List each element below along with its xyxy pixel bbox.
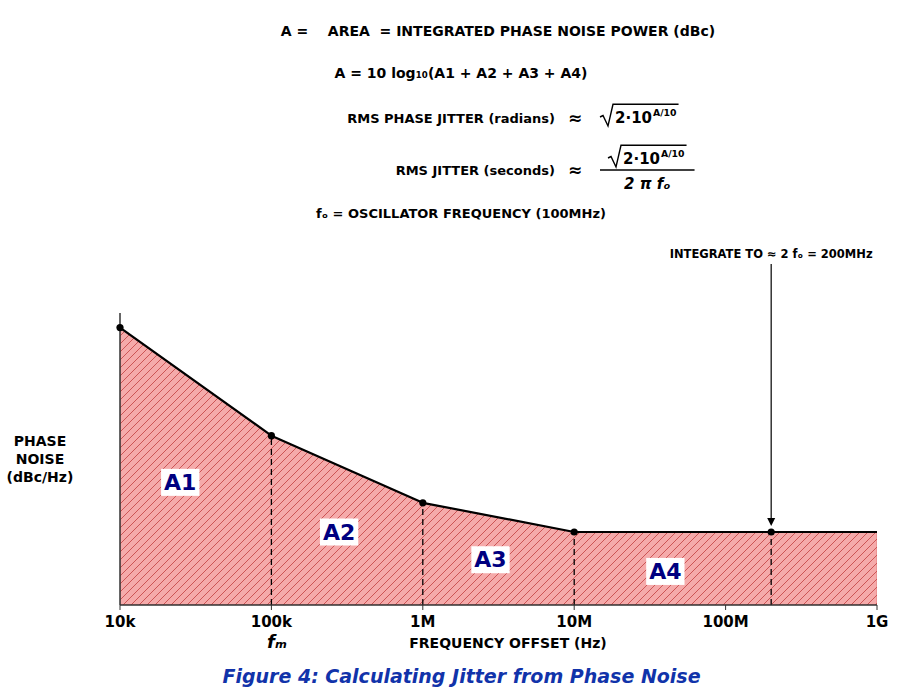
x-tick — [574, 605, 575, 610]
area-label-group: A4 — [646, 558, 684, 585]
area-label-box — [471, 546, 509, 573]
callout: INTEGRATE TO ≈ 2 fₒ = 200MHz — [670, 247, 873, 261]
x-tick-label: 100M — [702, 613, 748, 631]
x-label: FREQUENCY OFFSET (Hz) — [409, 635, 607, 651]
floor-line — [771, 531, 877, 533]
y-label-line: NOISE — [16, 451, 64, 467]
y-label-line: (dBc/Hz) — [7, 469, 74, 485]
area-label: A4 — [649, 559, 681, 584]
dashed-line — [422, 503, 423, 605]
annotation: fₒ = OSCILLATOR FREQUENCY (100MHz) — [316, 206, 606, 221]
x-tick — [725, 605, 726, 610]
area-fill — [120, 328, 877, 605]
plot-area — [120, 328, 877, 605]
annotation: A = 10 log₁₀(A1 + A2 + A3 + A4) — [335, 65, 588, 81]
callout-arrow — [771, 264, 772, 520]
x-tick-label: 10M — [556, 613, 592, 631]
area-label-box — [320, 519, 358, 546]
chart: 10k 100k 1M 10M 100M 1G A1 A2 A3 A4 PHASE NOISE (dBc… — [0, 0, 923, 695]
radical-sign — [600, 104, 679, 126]
callout-arrowhead — [767, 518, 775, 526]
formula-relation: ≈ — [568, 108, 582, 128]
radicand: 2·10 — [623, 150, 660, 168]
area-label-box — [161, 469, 199, 496]
area-label: A2 — [323, 520, 355, 545]
area-label-group: A2 — [320, 519, 358, 546]
x-axis — [120, 604, 877, 606]
point — [571, 528, 578, 535]
exponent: A/10 — [661, 148, 685, 159]
formula-label: RMS PHASE JITTER (radians) — [347, 111, 555, 126]
x-tick — [877, 605, 878, 610]
x-tick-label: 1G — [866, 613, 889, 631]
point — [419, 499, 426, 506]
point — [268, 432, 275, 439]
fraction-line — [600, 169, 695, 171]
dashed-line — [271, 436, 272, 605]
x-symbol: fₘ — [267, 631, 287, 652]
x-tick — [271, 605, 272, 610]
radical-sign — [608, 145, 687, 167]
denominator: 2 π fₒ — [624, 175, 671, 193]
x-tick — [120, 605, 121, 610]
x-tick-label: 10k — [105, 613, 137, 631]
dashed-line — [771, 532, 772, 605]
y-axis — [119, 313, 121, 605]
area-label: A3 — [474, 547, 506, 572]
curve — [120, 328, 771, 532]
area-label-group: A3 — [471, 546, 509, 573]
point — [768, 528, 775, 535]
title: Figure 4: Calculating Jitter from Phase … — [222, 665, 700, 687]
point — [116, 324, 123, 331]
exponent: A/10 — [653, 107, 677, 118]
y-label: PHASE NOISE (dBc/Hz) — [7, 433, 74, 485]
formula: RMS JITTER (seconds) ≈2·10A/10 2 π fₒ — [396, 145, 695, 193]
y-label-line: PHASE — [14, 433, 66, 449]
area-label-box — [646, 558, 684, 585]
formula-relation: ≈ — [568, 160, 582, 180]
x-tick — [422, 605, 423, 610]
area-label-group: A1 — [161, 469, 199, 496]
annotation: A = AREA = INTEGRATED PHASE NOISE POWER … — [281, 23, 715, 39]
dashed-line — [574, 532, 575, 605]
radicand: 2·10 — [615, 109, 652, 127]
formula: RMS PHASE JITTER (radians) ≈2·10A/10 — [347, 104, 678, 128]
area-label: A1 — [164, 470, 196, 495]
x-tick-label: 1M — [410, 613, 435, 631]
x-tick-label: 100k — [251, 613, 293, 631]
formula-label: RMS JITTER (seconds) — [396, 163, 555, 178]
